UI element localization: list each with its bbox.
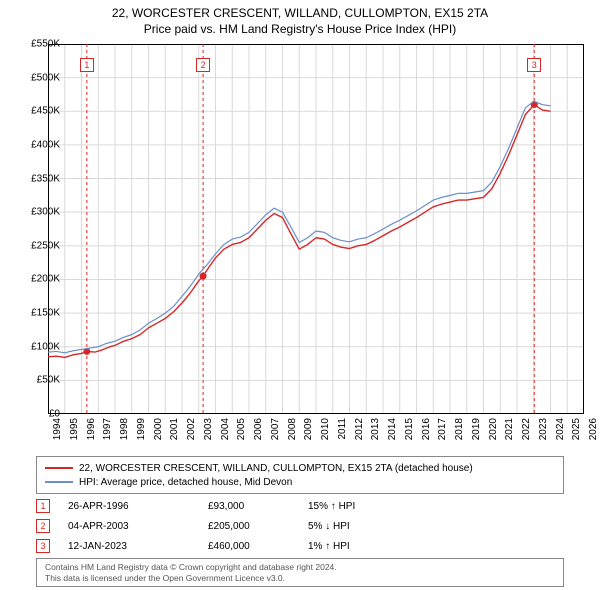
sale-badge-3: 3: [36, 539, 50, 553]
x-tick-label: 2009: [303, 418, 314, 440]
sale-pct-1: 15% ↑ HPI: [308, 501, 428, 512]
x-tick-label: 2021: [504, 418, 515, 440]
y-tick-label: £100K: [20, 341, 60, 352]
sales-table: 1 26-APR-1996 £93,000 15% ↑ HPI 2 04-APR…: [36, 496, 564, 556]
sale-badge-2: 2: [36, 519, 50, 533]
x-tick-label: 2013: [370, 418, 381, 440]
x-tick-label: 2002: [186, 418, 197, 440]
sale-date-2: 04-APR-2003: [68, 521, 208, 532]
legend-box: 22, WORCESTER CRESCENT, WILLAND, CULLOMP…: [36, 456, 564, 494]
x-tick-label: 2005: [236, 418, 247, 440]
y-tick-label: £200K: [20, 274, 60, 285]
x-tick-label: 2016: [421, 418, 432, 440]
x-tick-label: 2024: [555, 418, 566, 440]
sales-row-1: 1 26-APR-1996 £93,000 15% ↑ HPI: [36, 496, 564, 516]
legend-label-property: 22, WORCESTER CRESCENT, WILLAND, CULLOMP…: [79, 463, 473, 474]
y-tick-label: £50K: [20, 375, 60, 386]
x-tick-label: 2006: [253, 418, 264, 440]
footer-line2: This data is licensed under the Open Gov…: [45, 573, 555, 584]
legend-row-hpi: HPI: Average price, detached house, Mid …: [45, 475, 555, 489]
x-tick-label: 2008: [287, 418, 298, 440]
legend-swatch-hpi: [45, 481, 73, 483]
x-tick-label: 2015: [404, 418, 415, 440]
x-tick-label: 2022: [521, 418, 532, 440]
sale-price-2: £205,000: [208, 521, 308, 532]
legend-row-property: 22, WORCESTER CRESCENT, WILLAND, CULLOMP…: [45, 461, 555, 475]
x-tick-label: 2020: [488, 418, 499, 440]
x-tick-label: 2007: [270, 418, 281, 440]
x-tick-label: 2000: [153, 418, 164, 440]
legend-label-hpi: HPI: Average price, detached house, Mid …: [79, 477, 292, 488]
sale-badge-1: 1: [36, 499, 50, 513]
title-subtitle: Price paid vs. HM Land Registry's House …: [10, 22, 590, 36]
y-tick-label: £150K: [20, 308, 60, 319]
x-tick-label: 2004: [220, 418, 231, 440]
y-tick-label: £300K: [20, 207, 60, 218]
sale-price-3: £460,000: [208, 541, 308, 552]
x-tick-label: 1999: [136, 418, 147, 440]
x-tick-label: 2019: [471, 418, 482, 440]
x-tick-label: 2014: [387, 418, 398, 440]
y-tick-label: £450K: [20, 106, 60, 117]
x-tick-label: 2011: [337, 418, 348, 440]
sale-price-1: £93,000: [208, 501, 308, 512]
x-tick-label: 2023: [538, 418, 549, 440]
sales-row-2: 2 04-APR-2003 £205,000 5% ↓ HPI: [36, 516, 564, 536]
x-tick-label: 1998: [119, 418, 130, 440]
y-tick-label: £350K: [20, 173, 60, 184]
x-tick-label: 2026: [588, 418, 599, 440]
sales-row-3: 3 12-JAN-2023 £460,000 1% ↑ HPI: [36, 536, 564, 556]
plot-svg: [48, 44, 584, 414]
sale-date-1: 26-APR-1996: [68, 501, 208, 512]
x-tick-label: 1997: [102, 418, 113, 440]
chart-area: [48, 44, 584, 414]
plot-sale-badge: 1: [80, 58, 94, 72]
footer-box: Contains HM Land Registry data © Crown c…: [36, 558, 564, 587]
y-tick-label: £500K: [20, 72, 60, 83]
sale-pct-3: 1% ↑ HPI: [308, 541, 428, 552]
x-tick-label: 2012: [354, 418, 365, 440]
sale-date-3: 12-JAN-2023: [68, 541, 208, 552]
x-tick-label: 2001: [169, 418, 180, 440]
x-tick-label: 1994: [52, 418, 63, 440]
y-tick-label: £250K: [20, 240, 60, 251]
x-tick-label: 2017: [437, 418, 448, 440]
x-tick-label: 2010: [320, 418, 331, 440]
legend-swatch-property: [45, 467, 73, 469]
plot-sale-badge: 3: [527, 58, 541, 72]
title-block: 22, WORCESTER CRESCENT, WILLAND, CULLOMP…: [0, 0, 600, 38]
x-tick-label: 1996: [86, 418, 97, 440]
footer-line1: Contains HM Land Registry data © Crown c…: [45, 562, 555, 573]
title-address: 22, WORCESTER CRESCENT, WILLAND, CULLOMP…: [10, 6, 590, 20]
chart-container: 22, WORCESTER CRESCENT, WILLAND, CULLOMP…: [0, 0, 600, 590]
x-tick-label: 2025: [571, 418, 582, 440]
x-tick-label: 2018: [454, 418, 465, 440]
sale-pct-2: 5% ↓ HPI: [308, 521, 428, 532]
x-tick-label: 2003: [203, 418, 214, 440]
x-tick-label: 1995: [69, 418, 80, 440]
plot-sale-badge: 2: [196, 58, 210, 72]
y-tick-label: £550K: [20, 39, 60, 50]
y-tick-label: £400K: [20, 139, 60, 150]
